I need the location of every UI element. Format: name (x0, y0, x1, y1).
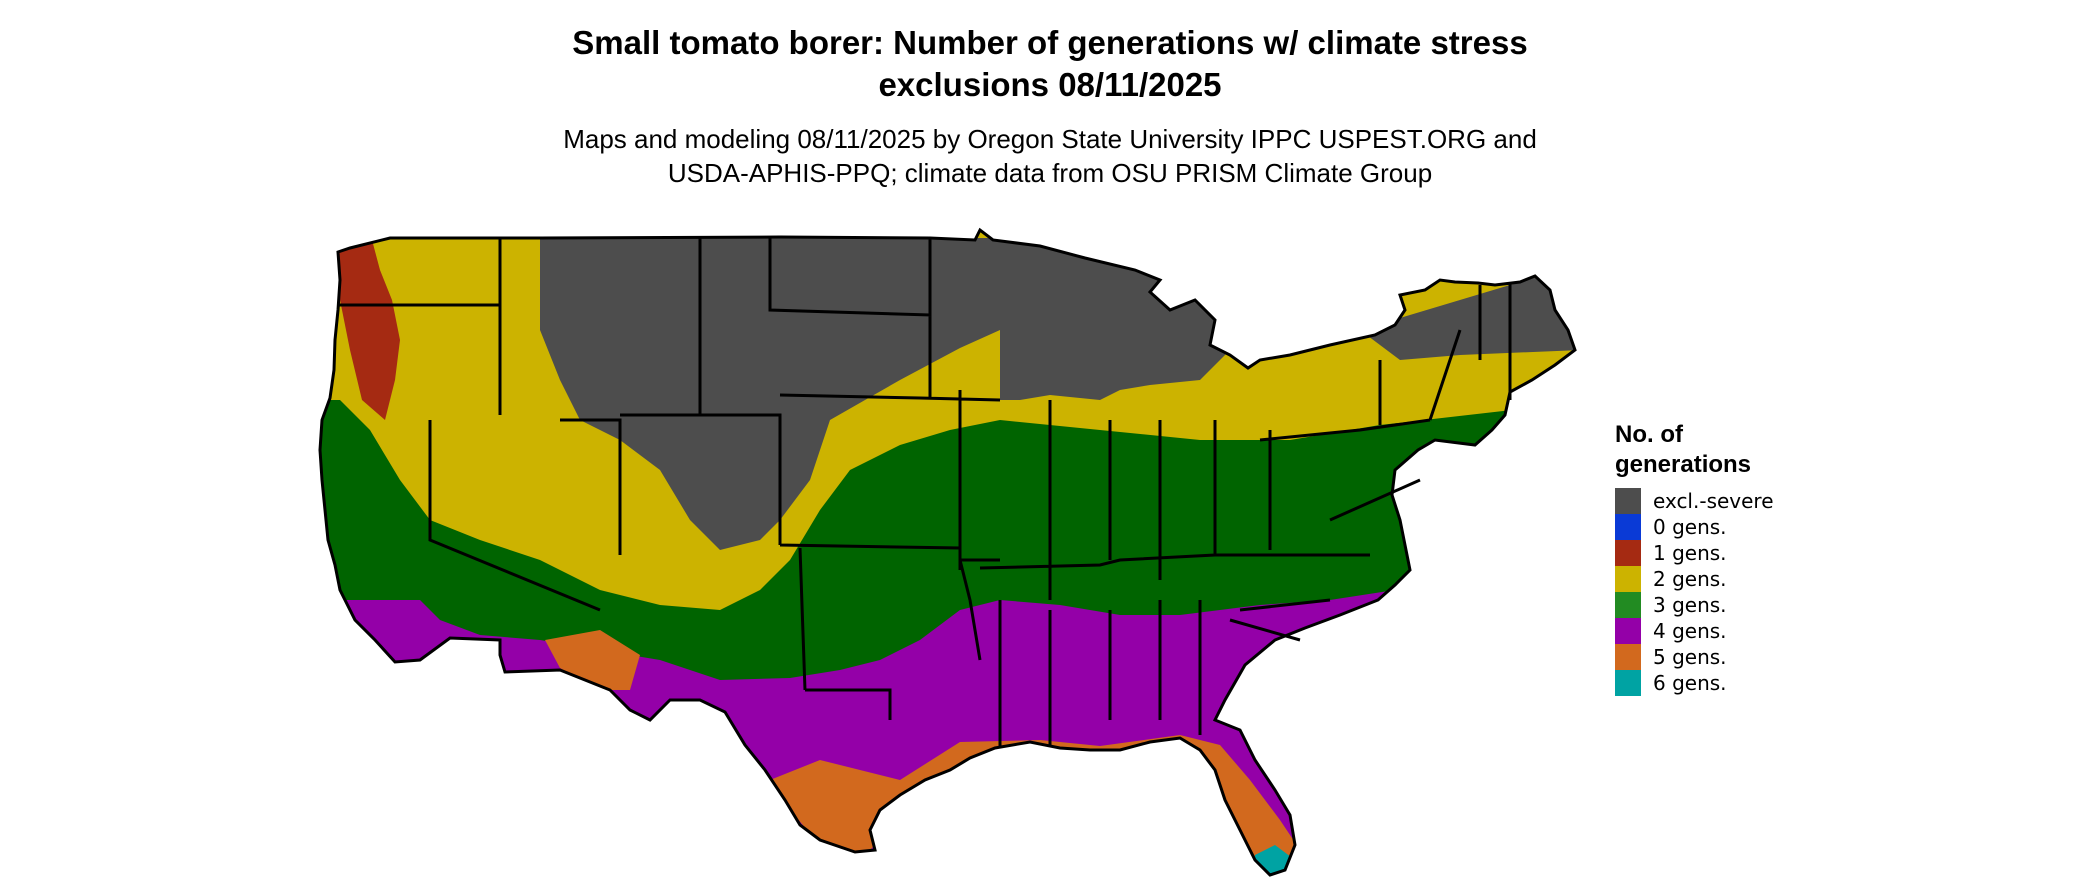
title-line-2: exclusions 08/11/2025 (878, 66, 1222, 103)
zone-5-gens-arizona (545, 630, 640, 690)
legend-item-2-gens: 2 gens. (1615, 566, 1774, 592)
map-subtitle: Maps and modeling 08/11/2025 by Oregon S… (400, 122, 1700, 190)
legend-label-6-gens: 6 gens. (1653, 671, 1727, 695)
subtitle-line-2: USDA-APHIS-PPQ; climate data from OSU PR… (667, 158, 1433, 188)
map-title: Small tomato borer: Number of generation… (400, 22, 1700, 106)
legend-swatch-2-gens (1615, 566, 1641, 592)
zone-excluded-plains (540, 238, 1000, 550)
legend-title-line-1: No. of (1615, 421, 1683, 448)
state-borders (318, 228, 1577, 877)
legend-swatch-0-gens (1615, 514, 1641, 540)
legend-item-5-gens: 5 gens. (1615, 644, 1774, 670)
legend-label-4-gens: 4 gens. (1653, 619, 1727, 643)
legend-label-excluded: excl.-severe (1653, 489, 1774, 513)
legend-swatch-1-gens (1615, 540, 1641, 566)
legend-item-1-gens: 1 gens. (1615, 540, 1774, 566)
zone-1-gens (338, 240, 400, 420)
legend-title-line-2: generations (1615, 451, 1752, 478)
legend-swatch-4-gens (1615, 618, 1641, 644)
generation-zones (320, 230, 1575, 875)
legend-swatch-6-gens (1615, 670, 1641, 696)
state-lines (338, 238, 1512, 748)
legend-title: No. of generations (1615, 420, 1774, 480)
legend-item-4-gens: 4 gens. (1615, 618, 1774, 644)
legend-swatch-excluded (1615, 488, 1641, 514)
subtitle-line-1: Maps and modeling 08/11/2025 by Oregon S… (563, 124, 1537, 154)
legend-item-0-gens: 0 gens. (1615, 514, 1774, 540)
legend: No. of generations excl.-severe 0 gens. … (1615, 420, 1774, 696)
legend-swatch-3-gens (1615, 592, 1641, 618)
legend-item-excluded: excl.-severe (1615, 488, 1774, 514)
legend-label-2-gens: 2 gens. (1653, 567, 1727, 591)
legend-swatch-5-gens (1615, 644, 1641, 670)
zone-6-gens (1255, 845, 1295, 875)
legend-label-5-gens: 5 gens. (1653, 645, 1727, 669)
title-line-1: Small tomato borer: Number of generation… (572, 24, 1528, 61)
legend-item-6-gens: 6 gens. (1615, 670, 1774, 696)
legend-item-3-gens: 3 gens. (1615, 592, 1774, 618)
legend-label-3-gens: 3 gens. (1653, 593, 1727, 617)
legend-label-1-gens: 1 gens. (1653, 541, 1727, 565)
zone-excluded-northeast (1360, 270, 1575, 360)
legend-label-0-gens: 0 gens. (1653, 515, 1727, 539)
